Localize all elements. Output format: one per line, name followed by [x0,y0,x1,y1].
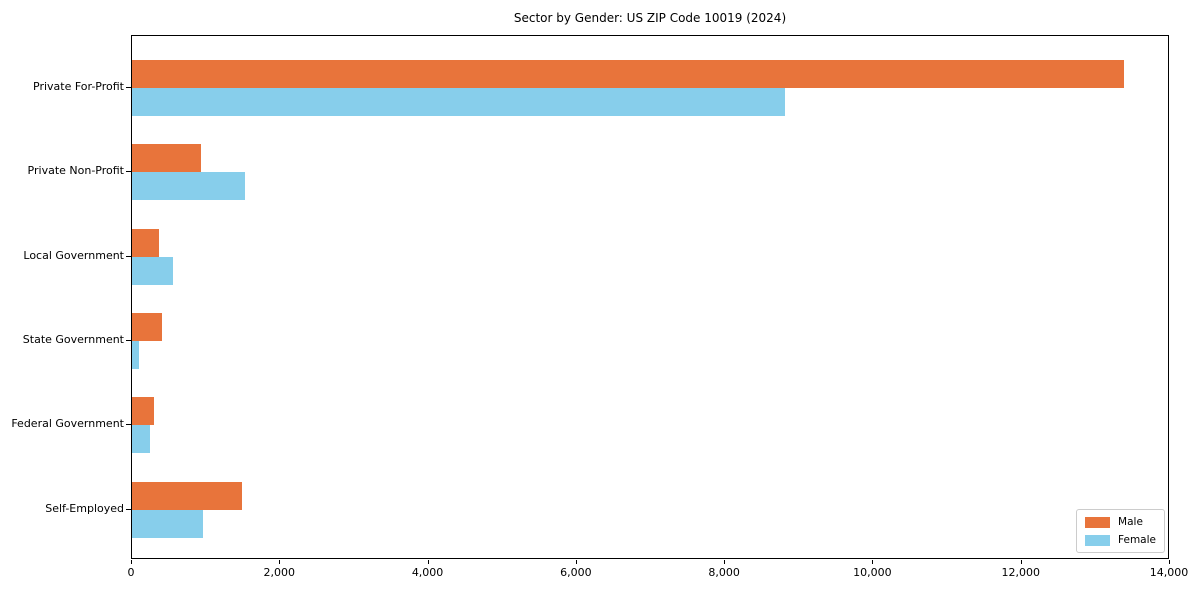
legend: Male Female [1076,509,1165,553]
bar-male-state-government [132,312,162,341]
x-tick-label-2000: 2,000 [263,566,296,579]
y-axis-label-state-government: State Government [22,332,124,346]
legend-swatch-male-icon [1085,516,1111,528]
bar-female-federal-government [132,425,150,454]
legend-swatch-female-icon [1085,534,1111,546]
y-axis-label-federal-government: Federal Government [11,417,124,431]
legend-entry-female: Female [1085,534,1156,546]
bar-female-private-for-profit [132,88,786,116]
y-axis-label-local-government: Local Government [23,248,124,262]
legend-entry-male: Male [1085,516,1156,528]
bar-female-private-non-profit [132,172,246,201]
x-tick-14000 [1169,560,1170,564]
x-tick-12000 [1020,560,1022,564]
bar-female-local-government [132,256,173,285]
y-tick-local-government [126,255,131,257]
x-tick-2000 [279,560,281,564]
bar-female-self-employed [132,509,204,538]
x-tick-label-4000: 4,000 [411,566,444,579]
x-tick-label-10000: 10,000 [853,566,892,579]
legend-label-female: Female [1118,534,1156,546]
x-tick-0 [131,560,132,564]
bar-female-state-government [132,340,139,369]
chart-title: Sector by Gender: US ZIP Code 10019 (202… [513,11,787,25]
y-tick-self-employed [126,508,131,510]
x-tick-4000 [427,560,429,564]
y-tick-private-non-profit [126,171,131,173]
x-tick-label-12000: 12,000 [1001,566,1040,579]
bar-male-private-non-profit [132,144,201,173]
y-axis-label-private-for-profit: Private For-Profit [33,80,124,93]
x-tick-label-14000: 14,000 [1149,566,1189,579]
y-tick-state-government [126,339,131,341]
y-tick-private-for-profit [126,87,131,88]
x-tick-6000 [575,560,577,564]
legend-label-male: Male [1118,516,1143,528]
bar-male-private-for-profit [132,60,1124,88]
x-tick-label-6000: 6,000 [560,566,592,579]
plot-area: Male Female [131,35,1169,559]
y-axis-label-private-non-profit: Private Non-Profit [27,164,124,178]
y-tick-federal-government [126,424,131,426]
x-tick-label-0: 0 [127,566,135,579]
bar-male-federal-government [132,397,155,426]
x-tick-label-8000: 8,000 [708,566,740,579]
bar-male-local-government [132,228,159,257]
y-axis-label-self-employed: Self-Employed [45,501,124,515]
x-tick-8000 [724,560,726,564]
bar-male-self-employed [132,481,242,510]
x-tick-10000 [872,560,874,564]
